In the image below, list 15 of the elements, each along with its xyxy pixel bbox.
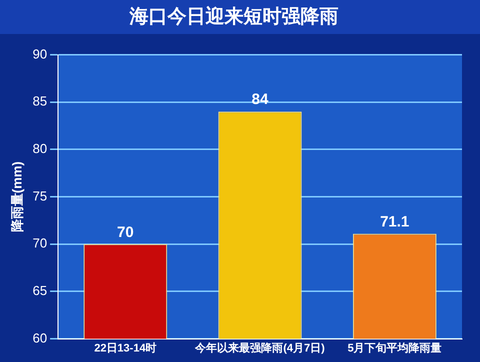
y-tick-label: 70 — [32, 236, 48, 251]
y-tick-label: 75 — [32, 188, 48, 204]
x-tick-label: 5月下旬平均降雨量 — [348, 341, 442, 354]
y-tick-label: 80 — [32, 141, 48, 156]
y-tick-label: 60 — [32, 330, 48, 346]
y-tick-label: 85 — [32, 94, 48, 109]
x-tick-label: 22日13-14时 — [94, 341, 157, 354]
data-label: 70 — [117, 224, 134, 241]
y-tick-label: 90 — [32, 46, 48, 62]
y-tick-label: 65 — [32, 283, 48, 298]
data-label: 71.1 — [380, 213, 410, 230]
x-tick-label: 今年以来最强降雨(4月7日) — [194, 341, 326, 354]
y-axis-title: 降雨量(mm) — [9, 161, 24, 232]
data-label: 84 — [252, 91, 270, 108]
chart-title: 海口今日迎来短时强降雨 — [128, 6, 338, 28]
